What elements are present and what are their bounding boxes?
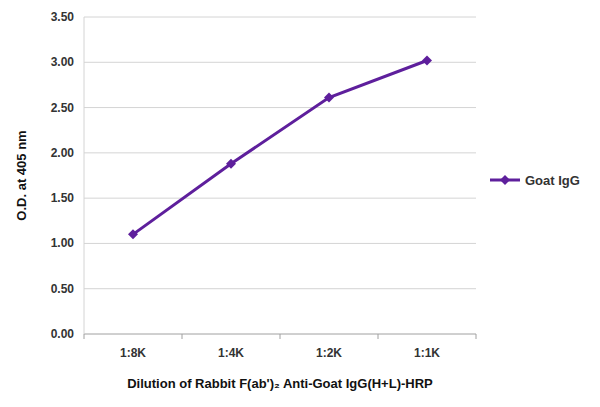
y-tick-label: 2.50 — [51, 101, 75, 115]
y-tick-label: 3.50 — [51, 10, 75, 24]
grid-line — [84, 288, 476, 289]
grid-line — [84, 243, 476, 244]
marker — [422, 55, 432, 65]
y-axis-line — [84, 17, 85, 334]
chart-svg: 0.00 0.50 1.00 1.50 2.00 2.50 3.00 3.50 1:8K 1:4K… — [0, 0, 600, 407]
grid-line — [84, 152, 476, 153]
y-tick-label: 0.50 — [51, 282, 75, 296]
x-axis-label: Dilution of Rabbit F(ab')₂ Anti-Goat IgG… — [127, 376, 433, 391]
series-line — [133, 60, 427, 234]
x-tick — [182, 334, 183, 339]
legend-label: Goat IgG — [525, 173, 580, 188]
marker — [226, 159, 236, 169]
y-axis-label: O.D. at 405 nm — [14, 130, 29, 220]
y-tick-label: 1.50 — [51, 191, 75, 205]
grid-line — [84, 198, 476, 199]
marker — [324, 93, 334, 103]
y-tick-label: 0.00 — [51, 327, 75, 341]
y-tick-label: 1.00 — [51, 236, 75, 250]
x-tick — [476, 334, 477, 339]
legend-marker — [500, 175, 510, 185]
y-tick-label: 3.00 — [51, 55, 75, 69]
x-tick-label: 1:4K — [218, 346, 244, 360]
y-tick-label: 2.00 — [51, 146, 75, 160]
x-tick-label: 1:2K — [316, 346, 342, 360]
chart-container: 0.00 0.50 1.00 1.50 2.00 2.50 3.00 3.50 1:8K 1:4K… — [0, 0, 600, 407]
x-tick — [84, 334, 85, 339]
grid-line — [84, 107, 476, 108]
marker — [128, 229, 138, 239]
x-tick — [280, 334, 281, 339]
x-tick — [378, 334, 379, 339]
x-tick-label: 1:1K — [414, 346, 440, 360]
plot-area — [128, 55, 432, 239]
x-tick-label: 1:8K — [120, 346, 146, 360]
grid-line — [84, 17, 476, 18]
